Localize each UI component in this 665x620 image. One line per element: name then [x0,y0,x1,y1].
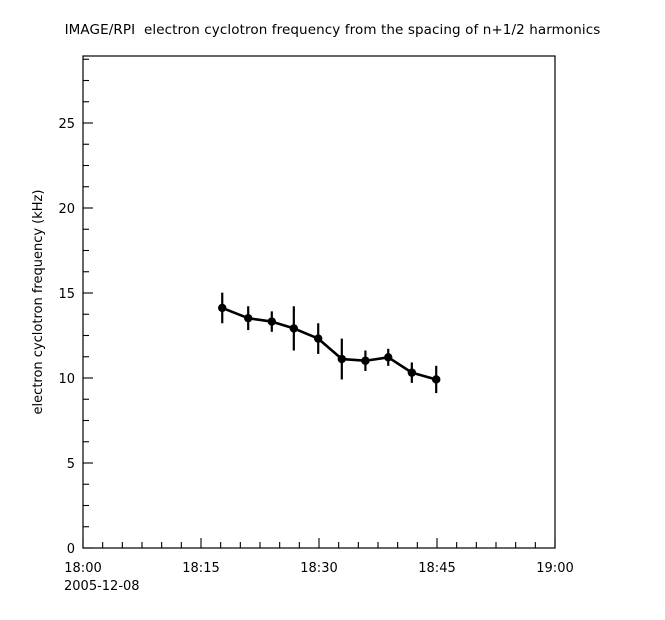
x-tick-label: 18:30 [300,561,337,576]
data-series [218,292,441,394]
data-point [267,317,276,326]
data-point [361,356,370,365]
chart-title: IMAGE/RPI electron cyclotron frequency f… [64,22,601,38]
y-axis-ticks: 0 5 10 15 20 25 [58,117,93,557]
y-axis-title: electron cyclotron frequency (kHz) [31,190,46,415]
y-axis-minor-ticks [83,58,89,528]
y-tick-label: 15 [58,287,75,302]
y-tick-label: 20 [58,202,75,217]
data-point [314,334,323,343]
data-point [218,303,227,313]
x-tick-label: 18:15 [182,561,219,576]
y-tick-label: 10 [58,372,75,387]
y-tick-label: 5 [67,457,75,472]
data-point [432,375,441,384]
y-tick-label: 25 [58,117,75,132]
y-tick-label: 0 [67,542,75,557]
data-point [244,313,253,323]
plot-frame [82,55,556,549]
data-point [289,324,299,333]
x-tick-label: 18:00 [64,561,101,576]
series-line [220,306,438,381]
data-point [337,354,347,364]
x-tick-label: 18:45 [418,561,455,576]
x-axis-date-label: 2005-12-08 [64,579,140,594]
data-point [407,368,417,377]
data-point [384,353,393,362]
x-tick-label: 19:00 [536,561,573,576]
data-series-layer [218,292,441,394]
x-axis-ticks: 18:00 18:15 18:30 18:45 19:00 [64,538,574,576]
x-axis-minor-ticks [102,542,536,548]
